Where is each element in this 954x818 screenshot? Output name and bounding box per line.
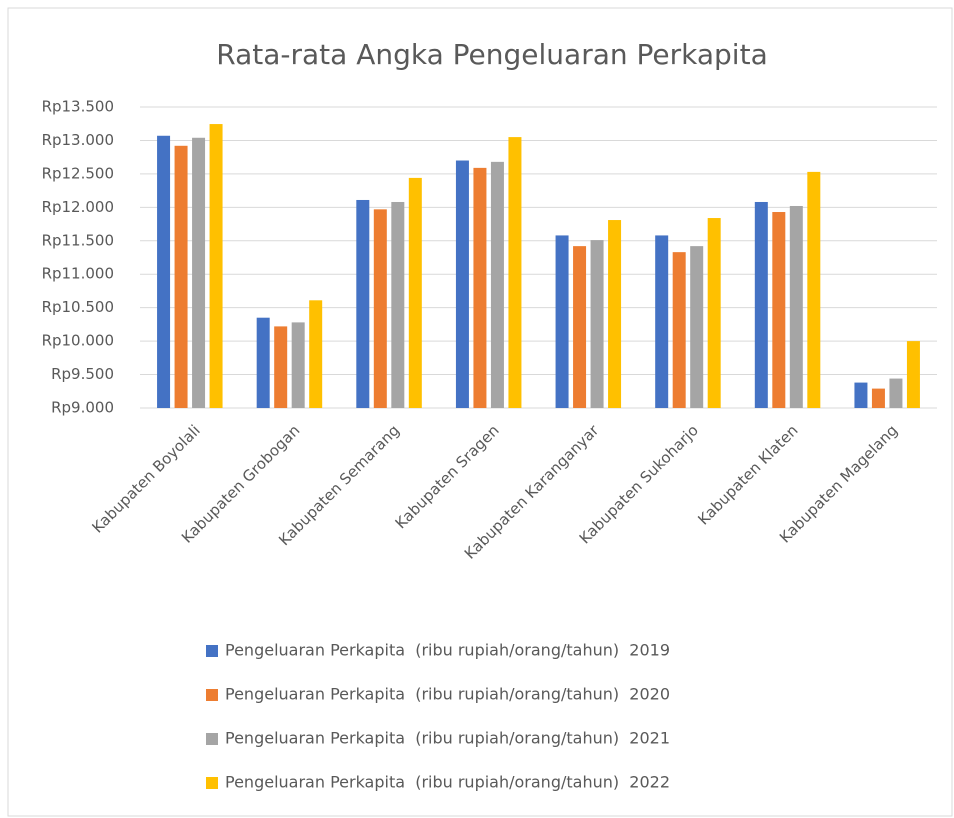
bar — [373, 209, 387, 408]
x-tick-label: Kabupaten Klaten — [694, 421, 801, 528]
bar — [455, 160, 469, 408]
bar — [209, 124, 223, 408]
chart-title: Rata-rata Angka Pengeluaran Perkapita — [216, 38, 767, 71]
bar — [192, 137, 206, 408]
y-tick-label: Rp12.000 — [42, 198, 114, 216]
legend-swatch — [206, 777, 218, 789]
legend-label: Pengeluaran Perkapita (ribu rupiah/orang… — [225, 729, 670, 748]
bar — [754, 201, 768, 408]
legend-swatch — [206, 689, 218, 701]
y-tick-label: Rp10.000 — [42, 332, 114, 350]
y-tick-label: Rp11.000 — [42, 265, 114, 283]
bar — [356, 199, 370, 408]
legend-label: Pengeluaran Perkapita (ribu rupiah/orang… — [225, 773, 670, 792]
legend-label: Pengeluaran Perkapita (ribu rupiah/orang… — [225, 641, 670, 660]
bar — [490, 161, 504, 408]
bar — [690, 246, 704, 408]
bar — [608, 220, 622, 408]
bar — [707, 218, 721, 408]
bar — [789, 205, 803, 408]
legend-label: Pengeluaran Perkapita (ribu rupiah/orang… — [225, 685, 670, 704]
bar — [555, 235, 569, 408]
bar — [508, 137, 522, 408]
y-tick-label: Rp11.500 — [42, 231, 114, 249]
bar — [672, 252, 686, 408]
bar — [274, 326, 288, 408]
bar — [590, 240, 604, 408]
bar — [391, 201, 405, 408]
y-tick-label: Rp13.000 — [42, 131, 114, 149]
y-tick-label: Rp12.500 — [42, 164, 114, 182]
bar — [408, 177, 422, 408]
bar — [807, 171, 821, 408]
y-tick-label: Rp13.500 — [42, 98, 114, 116]
y-tick-label: Rp10.500 — [42, 298, 114, 316]
bar — [573, 246, 587, 408]
bar — [871, 388, 885, 408]
bar — [473, 167, 487, 408]
legend-swatch — [206, 733, 218, 745]
bar — [157, 135, 171, 409]
bar — [256, 317, 270, 408]
chart-frame — [7, 7, 953, 817]
x-tick-label: Kabupaten Sragen — [392, 421, 503, 532]
y-tick-label: Rp9.000 — [51, 399, 114, 417]
legend-swatch — [206, 645, 218, 657]
y-tick-label: Rp9.500 — [51, 365, 114, 383]
bar — [854, 382, 868, 408]
bar — [291, 322, 305, 408]
bar — [772, 212, 786, 408]
x-tick-label: Kabupaten Boyolali — [88, 421, 203, 536]
bar — [906, 341, 920, 408]
bar — [309, 300, 323, 408]
bar — [174, 145, 188, 408]
bar — [889, 378, 903, 408]
bar — [655, 235, 669, 408]
